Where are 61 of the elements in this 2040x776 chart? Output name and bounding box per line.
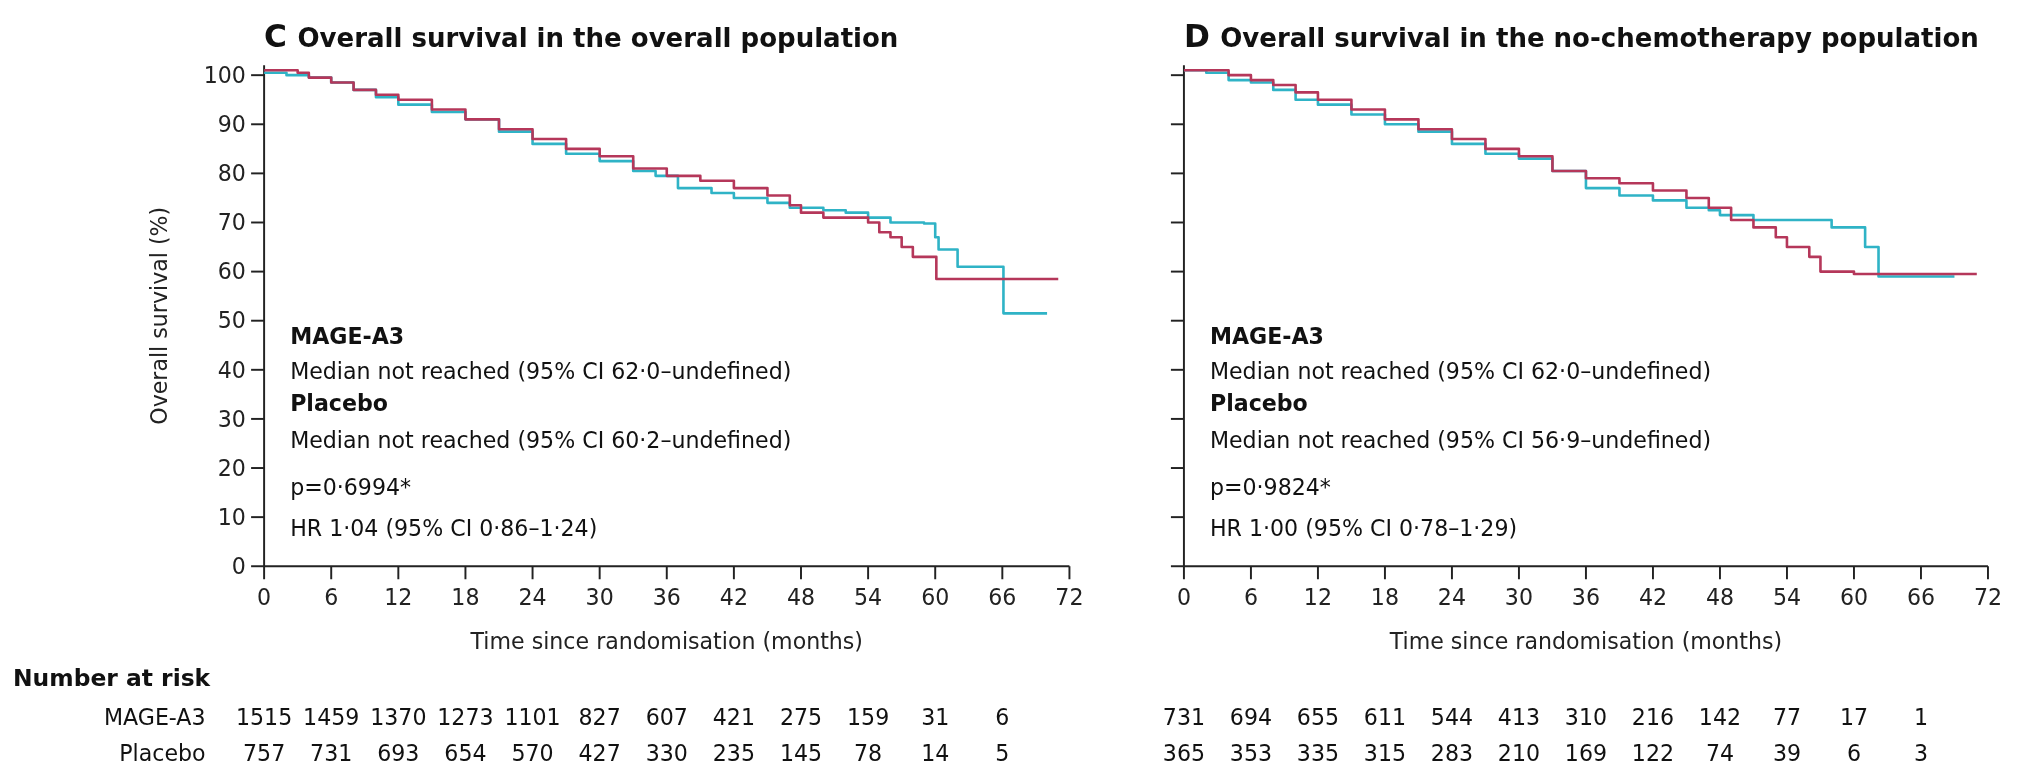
text: 731 694 655 611 544 413 310 216 142 77 17 1 xyxy=(1162,703,1928,730)
x-tick-label: 42 xyxy=(1638,584,1668,611)
x-tick-label: 60 xyxy=(921,584,950,611)
y-tick-label: 90 xyxy=(217,111,246,138)
y-tick-label: 70 xyxy=(217,209,246,236)
x-tick-label: 12 xyxy=(384,584,413,611)
annotation: HR 1·00 (95% CI 0·78–1·29) xyxy=(1209,515,1518,542)
y-tick-label: 30 xyxy=(217,405,246,432)
x-axis-title: Time since randomisation (months) xyxy=(1388,628,1783,655)
y-tick-label: 100 xyxy=(203,61,246,88)
annotation: MAGE-A3 xyxy=(1209,322,1324,349)
x-tick-label: 18 xyxy=(451,584,480,611)
x-tick-label: 24 xyxy=(1437,584,1467,611)
x-tick-label: 66 xyxy=(988,584,1017,611)
chart-title: C Overall survival in the overall population xyxy=(264,18,899,55)
x-tick-label: 6 xyxy=(324,584,339,611)
x-tick-label: 66 xyxy=(1906,584,1936,611)
text: Placebo xyxy=(119,740,206,767)
annotation: Placebo xyxy=(1209,390,1308,417)
x-tick-label: 54 xyxy=(854,584,883,611)
chart-title: D Overall survival in the no-chemotherapy population xyxy=(1183,18,1979,55)
text: MAGE-A3 xyxy=(103,703,206,730)
x-tick-label: 48 xyxy=(1705,584,1735,611)
x-tick-label: 36 xyxy=(1571,584,1601,611)
y-tick-label: 60 xyxy=(217,258,246,285)
x-tick-label: 72 xyxy=(1055,584,1084,611)
text: Number at risk xyxy=(13,663,212,692)
annotation: Median not reached (95% CI 60·2–undefined) xyxy=(290,426,792,453)
x-tick-label: 30 xyxy=(1504,584,1534,611)
y-tick-label: 0 xyxy=(231,553,246,580)
text: 365 353 335 315 283 210 169 122 74 39 6 3 xyxy=(1162,740,1928,767)
x-tick-label: 24 xyxy=(518,584,547,611)
x-tick-label: 48 xyxy=(786,584,816,611)
x-tick-label: 72 xyxy=(1973,584,2003,611)
y-tick-label: 50 xyxy=(217,307,246,334)
x-axis-title: Time since randomisation (months) xyxy=(469,628,864,655)
annotation: p=0·9824* xyxy=(1209,473,1331,500)
x-tick-label: 30 xyxy=(585,584,614,611)
x-tick-label: 54 xyxy=(1772,584,1802,611)
x-tick-label: 36 xyxy=(652,584,681,611)
annotation: MAGE-A3 xyxy=(290,322,405,349)
y-tick-label: 20 xyxy=(217,454,246,481)
annotation: Median not reached (95% CI 62·0–undefined) xyxy=(1209,357,1712,384)
x-tick-label: 60 xyxy=(1839,584,1869,611)
x-tick-label: 0 xyxy=(1176,584,1191,611)
annotation: HR 1·04 (95% CI 0·86–1·24) xyxy=(290,515,598,542)
annotation: Median not reached (95% CI 56·9–undefined) xyxy=(1209,426,1712,453)
text: 757 731 693 654 570 427 330 235 145 78 14 5 xyxy=(243,740,1010,767)
annotation: Placebo xyxy=(290,390,388,417)
x-tick-label: 42 xyxy=(719,584,748,611)
y-axis-title: Overall survival (%) xyxy=(145,206,172,425)
y-tick-label: 40 xyxy=(217,356,246,383)
y-tick-label: 80 xyxy=(217,160,246,187)
x-tick-label: 6 xyxy=(1243,584,1258,611)
x-tick-label: 12 xyxy=(1303,584,1332,611)
annotation: Median not reached (95% CI 62·0–undefined) xyxy=(290,357,792,384)
x-tick-label: 18 xyxy=(1370,584,1400,611)
x-tick-label: 0 xyxy=(257,584,272,611)
annotation: p=0·6994* xyxy=(290,473,412,500)
text: 1515 1459 1370 1273 1101 827 607 421 275 159 31 6 xyxy=(235,703,1010,730)
y-tick-label: 10 xyxy=(217,503,246,530)
